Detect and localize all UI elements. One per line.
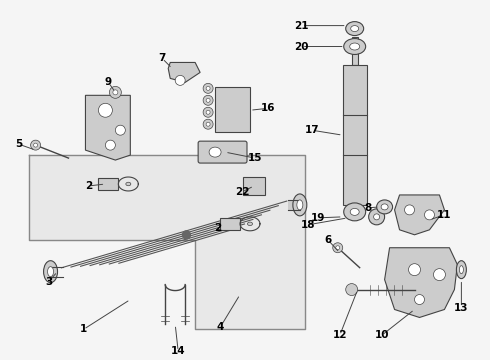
Text: 5: 5 xyxy=(15,139,22,149)
Circle shape xyxy=(203,107,213,117)
Circle shape xyxy=(203,84,213,93)
Ellipse shape xyxy=(343,203,366,221)
Circle shape xyxy=(206,86,210,90)
Circle shape xyxy=(182,231,191,239)
Bar xyxy=(49,267,56,276)
Text: 13: 13 xyxy=(454,302,468,312)
Ellipse shape xyxy=(126,182,131,186)
Ellipse shape xyxy=(343,39,366,54)
Bar xyxy=(343,66,367,205)
Circle shape xyxy=(374,214,380,220)
Text: 6: 6 xyxy=(324,235,331,245)
Ellipse shape xyxy=(456,261,466,279)
Circle shape xyxy=(206,98,210,102)
Ellipse shape xyxy=(350,43,360,50)
Bar xyxy=(352,37,358,66)
Text: 20: 20 xyxy=(294,41,309,51)
Ellipse shape xyxy=(48,267,53,276)
Polygon shape xyxy=(394,195,444,235)
Ellipse shape xyxy=(247,222,252,226)
Circle shape xyxy=(206,110,210,114)
Text: 3: 3 xyxy=(45,276,52,287)
Text: 18: 18 xyxy=(300,220,315,230)
Ellipse shape xyxy=(293,194,307,216)
Ellipse shape xyxy=(346,22,364,36)
Circle shape xyxy=(105,140,115,150)
Text: 16: 16 xyxy=(261,103,275,113)
Circle shape xyxy=(30,140,41,150)
Text: 17: 17 xyxy=(304,125,319,135)
Text: 14: 14 xyxy=(171,346,186,356)
Polygon shape xyxy=(28,155,305,329)
Circle shape xyxy=(434,269,445,280)
Text: 8: 8 xyxy=(364,203,371,213)
Text: 7: 7 xyxy=(159,54,166,63)
Circle shape xyxy=(203,119,213,129)
FancyBboxPatch shape xyxy=(198,141,247,163)
Ellipse shape xyxy=(460,266,464,274)
Polygon shape xyxy=(168,62,200,82)
Circle shape xyxy=(333,243,343,253)
Circle shape xyxy=(368,209,385,225)
Text: 2: 2 xyxy=(85,181,92,191)
Circle shape xyxy=(115,125,125,135)
Circle shape xyxy=(409,264,420,276)
Text: 22: 22 xyxy=(235,187,249,197)
Text: 2: 2 xyxy=(215,223,221,233)
Text: 4: 4 xyxy=(217,323,224,332)
Text: 12: 12 xyxy=(333,330,347,341)
Text: 10: 10 xyxy=(374,330,389,341)
Circle shape xyxy=(203,95,213,105)
Circle shape xyxy=(113,90,118,95)
Text: 15: 15 xyxy=(248,153,262,163)
Circle shape xyxy=(415,294,424,305)
Circle shape xyxy=(346,284,358,296)
Ellipse shape xyxy=(381,204,388,210)
Circle shape xyxy=(98,103,112,117)
Circle shape xyxy=(405,205,415,215)
Polygon shape xyxy=(385,248,457,318)
Bar xyxy=(243,177,265,195)
Circle shape xyxy=(34,143,38,147)
Circle shape xyxy=(336,246,340,250)
Text: 19: 19 xyxy=(311,213,325,223)
Text: 21: 21 xyxy=(294,21,309,31)
Circle shape xyxy=(109,86,122,98)
Circle shape xyxy=(175,75,185,85)
Bar xyxy=(288,200,302,210)
Ellipse shape xyxy=(350,208,359,215)
Text: 1: 1 xyxy=(80,324,87,334)
Ellipse shape xyxy=(351,26,359,32)
Polygon shape xyxy=(85,95,130,160)
Text: 9: 9 xyxy=(105,77,112,87)
Circle shape xyxy=(206,122,210,126)
Ellipse shape xyxy=(297,200,303,210)
Ellipse shape xyxy=(209,147,221,157)
Circle shape xyxy=(424,210,435,220)
Text: 11: 11 xyxy=(437,210,452,220)
Bar xyxy=(98,178,119,190)
Bar xyxy=(215,87,250,132)
Ellipse shape xyxy=(377,200,392,214)
Ellipse shape xyxy=(44,261,57,283)
Bar xyxy=(220,218,240,230)
